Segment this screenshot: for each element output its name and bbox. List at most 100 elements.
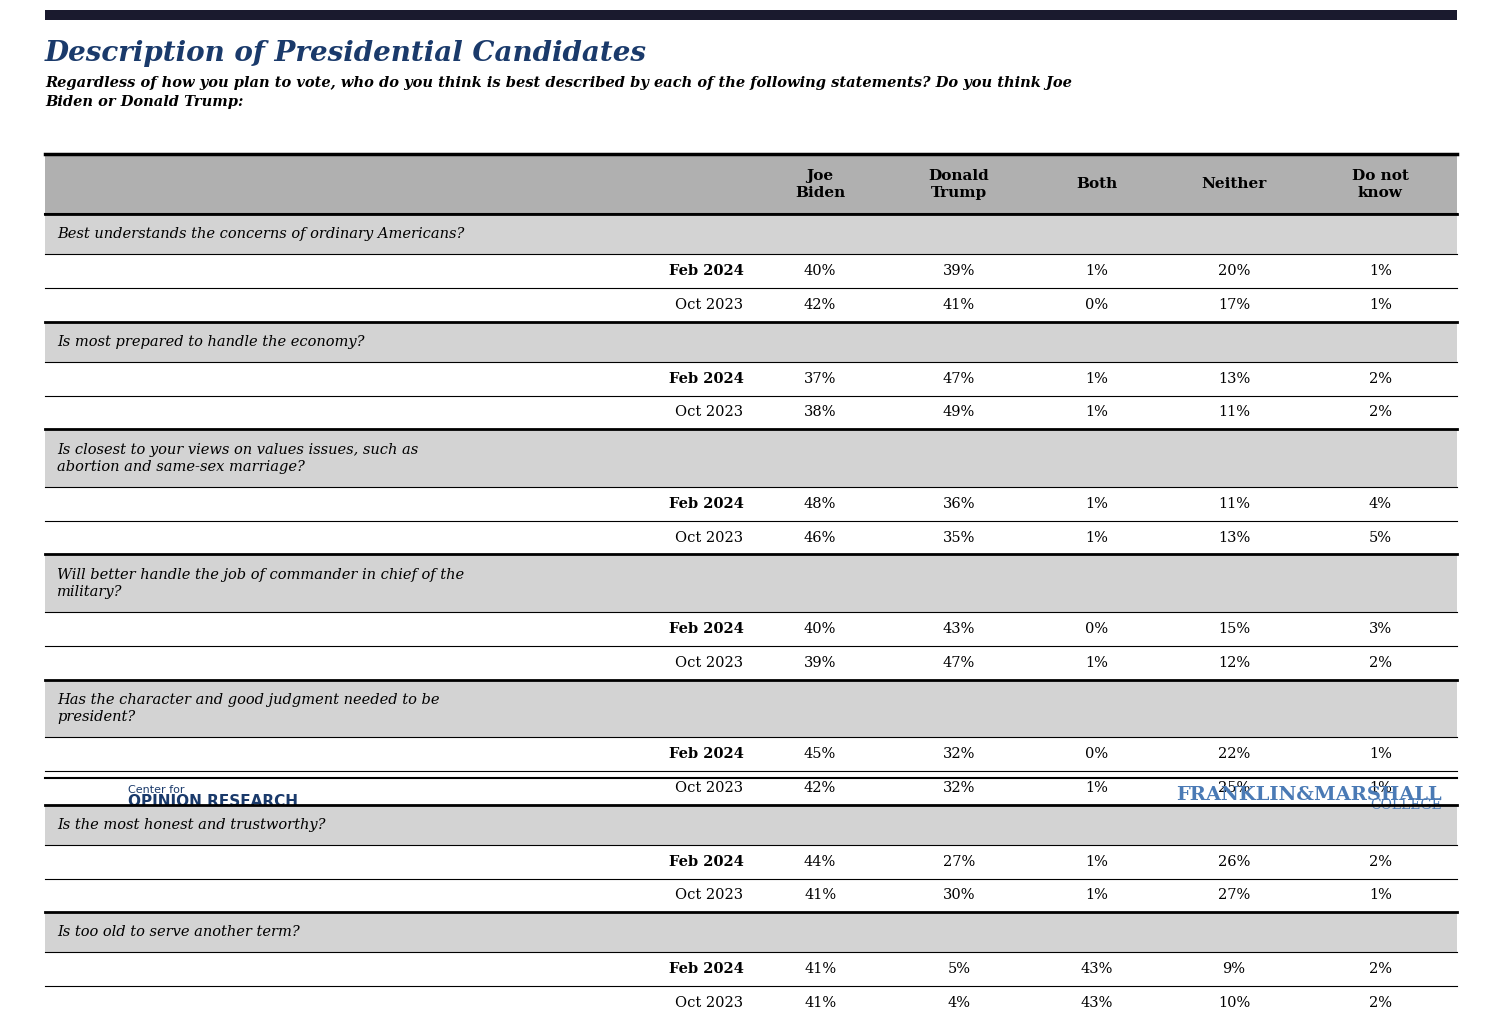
Text: Will better handle the job of commander in chief of the
military?: Will better handle the job of commander …	[57, 568, 464, 599]
Text: 4%: 4%	[1368, 497, 1392, 511]
Text: 45%: 45%	[804, 747, 837, 762]
Text: 43%: 43%	[1080, 996, 1113, 1010]
Text: 5%: 5%	[1368, 530, 1392, 545]
Text: Oct 2023: Oct 2023	[676, 888, 743, 902]
Text: 20%: 20%	[1218, 265, 1250, 278]
Text: 42%: 42%	[804, 781, 837, 795]
Text: Feb 2024: Feb 2024	[668, 372, 743, 385]
Bar	[45, 612, 1457, 646]
Text: Feb 2024: Feb 2024	[668, 265, 743, 278]
Text: 40%: 40%	[804, 622, 837, 636]
Text: Oct 2023: Oct 2023	[676, 781, 743, 795]
Bar	[45, 987, 1457, 1014]
Text: 1%: 1%	[1084, 888, 1108, 902]
Text: 13%: 13%	[1218, 372, 1250, 385]
Text: 49%: 49%	[943, 406, 975, 420]
Text: 25%: 25%	[1218, 781, 1250, 795]
Text: Feb 2024: Feb 2024	[668, 855, 743, 869]
Text: Neither: Neither	[1202, 177, 1266, 192]
Text: 1%: 1%	[1084, 265, 1108, 278]
Text: 2%: 2%	[1368, 372, 1392, 385]
Text: Feb 2024: Feb 2024	[668, 747, 743, 762]
Bar	[45, 487, 1457, 521]
Text: 40%: 40%	[804, 265, 837, 278]
Bar	[45, 555, 1457, 612]
Text: 17%: 17%	[1218, 298, 1250, 312]
Text: 26%: 26%	[1218, 855, 1250, 869]
Text: 37%: 37%	[804, 372, 837, 385]
Text: 39%: 39%	[804, 656, 837, 670]
Text: 43%: 43%	[1080, 962, 1113, 976]
Text: 11%: 11%	[1218, 406, 1250, 420]
Text: 32%: 32%	[943, 747, 975, 762]
Text: 41%: 41%	[804, 888, 837, 902]
Text: Oct 2023: Oct 2023	[676, 298, 743, 312]
Text: Oct 2023: Oct 2023	[676, 530, 743, 545]
Text: Oct 2023: Oct 2023	[676, 996, 743, 1010]
Text: Oct 2023: Oct 2023	[676, 656, 743, 670]
Text: 12%: 12%	[1218, 656, 1250, 670]
Text: 0%: 0%	[1084, 747, 1108, 762]
Text: Is the most honest and trustworthy?: Is the most honest and trustworthy?	[57, 818, 326, 831]
Text: 43%: 43%	[943, 622, 975, 636]
Text: 4%: 4%	[948, 996, 970, 1010]
Text: Is closest to your views on values issues, such as
abortion and same-sex marriag: Is closest to your views on values issue…	[57, 442, 419, 474]
Bar	[45, 10, 1457, 20]
Text: 1%: 1%	[1084, 497, 1108, 511]
Text: 46%: 46%	[804, 530, 837, 545]
Text: 1%: 1%	[1368, 888, 1392, 902]
Bar	[45, 805, 1457, 845]
Text: 1%: 1%	[1084, 855, 1108, 869]
Text: Center for: Center for	[128, 785, 185, 795]
Text: 1%: 1%	[1084, 406, 1108, 420]
Text: COLLEGE: COLLEGE	[1370, 798, 1442, 811]
Text: 1%: 1%	[1368, 265, 1392, 278]
Text: 2%: 2%	[1368, 656, 1392, 670]
Text: Feb 2024: Feb 2024	[668, 622, 743, 636]
Text: 0%: 0%	[1084, 622, 1108, 636]
Bar	[45, 845, 1457, 879]
Text: 15%: 15%	[1218, 622, 1250, 636]
Bar	[45, 154, 1457, 214]
Text: Do not
know: Do not know	[1352, 168, 1409, 200]
Text: 47%: 47%	[943, 372, 975, 385]
Text: 2%: 2%	[1368, 962, 1392, 976]
Bar	[45, 879, 1457, 913]
Bar	[45, 771, 1457, 805]
Text: Joe
Biden: Joe Biden	[795, 168, 846, 200]
Text: 36%: 36%	[943, 497, 975, 511]
Bar	[45, 952, 1457, 987]
Text: 1%: 1%	[1084, 372, 1108, 385]
Bar	[45, 521, 1457, 555]
Bar	[45, 214, 1457, 255]
Text: 22%: 22%	[1218, 747, 1250, 762]
Text: Feb 2024: Feb 2024	[668, 962, 743, 976]
Text: 10%: 10%	[1218, 996, 1250, 1010]
Text: Is too old to serve another term?: Is too old to serve another term?	[57, 926, 300, 939]
Text: Has the character and good judgment needed to be
president?: Has the character and good judgment need…	[57, 693, 440, 724]
Text: 11%: 11%	[1218, 497, 1250, 511]
Text: FRANKLIN&MARSHALL: FRANKLIN&MARSHALL	[1176, 787, 1442, 804]
Text: 38%: 38%	[804, 406, 837, 420]
Text: 1%: 1%	[1368, 298, 1392, 312]
Text: 48%: 48%	[804, 497, 837, 511]
Bar	[45, 913, 1457, 952]
Text: Regardless of how you plan to vote, who do you think is best described by each o: Regardless of how you plan to vote, who …	[45, 76, 1072, 108]
Bar	[45, 321, 1457, 362]
Text: 5%: 5%	[948, 962, 970, 976]
Text: 30%: 30%	[943, 888, 975, 902]
Text: Donald
Trump: Donald Trump	[928, 168, 990, 200]
Text: OPINION RESEARCH: OPINION RESEARCH	[128, 794, 297, 809]
Text: 13%: 13%	[1218, 530, 1250, 545]
Text: 2%: 2%	[1368, 406, 1392, 420]
Bar	[45, 255, 1457, 288]
Text: 41%: 41%	[804, 962, 837, 976]
Text: 1%: 1%	[1084, 781, 1108, 795]
Text: Is most prepared to handle the economy?: Is most prepared to handle the economy?	[57, 335, 365, 349]
Bar	[45, 288, 1457, 321]
Bar	[45, 429, 1457, 487]
Text: 35%: 35%	[943, 530, 975, 545]
Text: 39%: 39%	[943, 265, 975, 278]
Text: 1%: 1%	[1084, 656, 1108, 670]
Bar	[45, 737, 1457, 771]
